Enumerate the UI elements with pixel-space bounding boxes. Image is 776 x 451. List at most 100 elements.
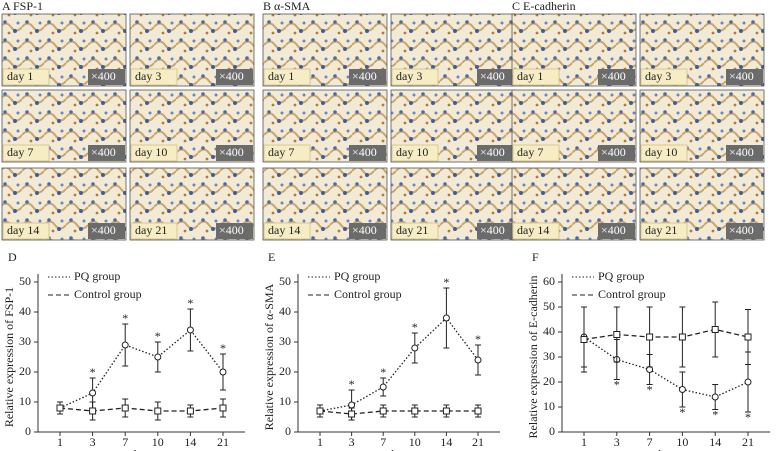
magnification: ×400 — [601, 223, 626, 237]
significance-mark: * — [90, 365, 96, 379]
data-point — [89, 407, 97, 415]
series-line — [319, 317, 479, 412]
magnification: ×400 — [480, 69, 505, 83]
series-line — [59, 407, 224, 412]
significance-mark: * — [349, 377, 355, 391]
day-label: day 7 — [517, 145, 543, 159]
magnification: ×400 — [352, 223, 377, 237]
magnification: ×400 — [729, 69, 754, 83]
magnification-box — [349, 223, 386, 239]
series-line — [319, 410, 478, 415]
x-tick-label: 3 — [90, 435, 96, 449]
data-point — [711, 393, 719, 401]
data-point — [316, 407, 324, 415]
y-axis-label: Relative expression of α-SMA — [262, 283, 276, 430]
y-tick-label: 10 — [543, 399, 555, 413]
y-tick-label: 40 — [279, 304, 291, 318]
magnification-box — [88, 145, 125, 161]
data-point — [154, 353, 162, 361]
magnification: ×400 — [480, 145, 505, 159]
x-tick-label: 1 — [581, 435, 587, 449]
x-tick-label: 1 — [57, 435, 63, 449]
legend-label: PQ group — [598, 269, 644, 283]
y-tick-label: 20 — [19, 364, 31, 378]
day-label-box — [512, 68, 560, 86]
x-tick-label: 21 — [217, 435, 229, 449]
day-label: day 21 — [645, 223, 677, 237]
magnification-box — [477, 145, 514, 161]
data-point — [474, 356, 482, 364]
day-label-box — [391, 144, 439, 162]
magnification: ×400 — [601, 69, 626, 83]
day-label: day 1 — [268, 69, 294, 83]
x-tick-label: 14 — [440, 435, 452, 449]
x-tick-label: 3 — [349, 435, 355, 449]
magnification-box — [477, 69, 514, 85]
y-axis-label: Relative expression of E-cadherin — [526, 276, 540, 439]
day-label: day 7 — [7, 145, 33, 159]
series-line — [583, 328, 749, 341]
data-point — [744, 378, 752, 386]
data-point — [186, 407, 194, 415]
day-label-box — [263, 144, 311, 162]
y-tick-label: 50 — [543, 299, 555, 313]
magnification: ×400 — [219, 223, 244, 237]
x-tick-label: 14 — [709, 435, 721, 449]
magnification-box — [349, 69, 386, 85]
data-point — [348, 410, 356, 418]
data-point — [348, 401, 356, 409]
data-point — [121, 404, 129, 412]
panel-title: C E-cadherin — [512, 0, 576, 13]
day-label-box — [2, 68, 50, 86]
day-label: day 10 — [135, 145, 167, 159]
y-tick-label: 0 — [549, 424, 555, 438]
panel-title: B α-SMA — [263, 0, 311, 13]
day-label: day 7 — [268, 145, 294, 159]
x-tick-label: 10 — [676, 435, 688, 449]
day-label-box — [2, 144, 50, 162]
data-point — [121, 341, 129, 349]
legend-label: Control group — [598, 287, 666, 301]
day-label: day 1 — [7, 69, 33, 83]
magnification: ×400 — [729, 223, 754, 237]
x-tick-label: 21 — [472, 435, 484, 449]
data-point — [219, 368, 227, 376]
y-axis-label: Relative expression of FSP-1 — [2, 287, 16, 427]
x-tick-label: 7 — [380, 435, 386, 449]
day-label: day 10 — [645, 145, 677, 159]
day-label: day 3 — [645, 69, 671, 83]
panel-letter: D — [8, 250, 17, 264]
magnification-box — [598, 145, 635, 161]
magnification-box — [216, 145, 253, 161]
day-label: day 14 — [517, 223, 549, 237]
data-point — [678, 386, 686, 393]
y-tick-label: 40 — [19, 304, 31, 318]
magnification-box — [88, 223, 125, 239]
data-point — [186, 326, 194, 334]
day-label-box — [391, 222, 439, 240]
data-point — [56, 404, 64, 412]
x-axis-label: days — [388, 447, 410, 451]
data-point — [442, 314, 450, 322]
y-tick-label: 60 — [543, 274, 555, 288]
magnification: ×400 — [91, 69, 116, 83]
significance-mark: * — [614, 377, 620, 391]
y-tick-label: 20 — [543, 374, 555, 388]
data-point — [646, 333, 654, 341]
day-label-box — [512, 144, 560, 162]
legend-label: PQ group — [334, 269, 380, 283]
magnification-box — [477, 223, 514, 239]
data-point — [711, 326, 719, 333]
day-label: day 3 — [135, 69, 161, 83]
magnification: ×400 — [352, 145, 377, 159]
day-label-box — [640, 68, 688, 86]
y-tick-label: 40 — [543, 324, 555, 338]
day-label-box — [2, 222, 50, 240]
x-tick-label: 1 — [317, 435, 323, 449]
panel-letter: F — [532, 250, 539, 264]
magnification: ×400 — [219, 145, 244, 159]
significance-mark: * — [745, 410, 751, 424]
data-point — [89, 389, 97, 397]
day-label-box — [391, 68, 439, 86]
data-point — [474, 407, 482, 415]
